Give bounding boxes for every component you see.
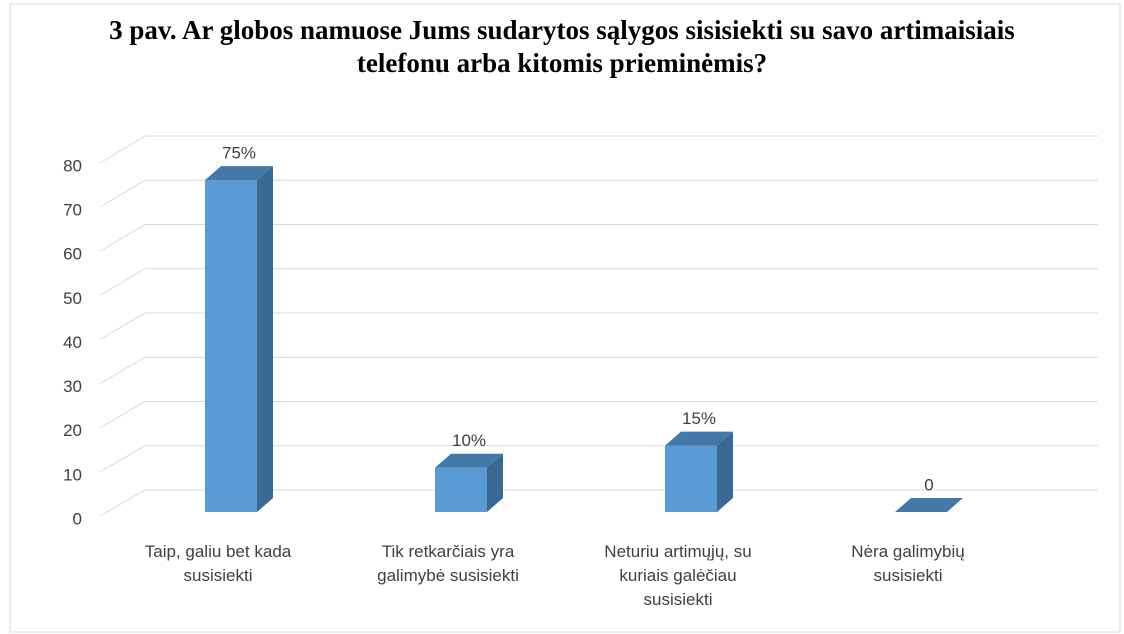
bar	[895, 498, 963, 512]
value-label: 0	[924, 475, 933, 494]
bar	[205, 166, 273, 512]
y-tick-label: 40	[63, 333, 82, 352]
bar	[665, 431, 733, 512]
y-tick-label: 10	[63, 465, 82, 484]
bar-top	[665, 431, 733, 446]
bar-front	[665, 445, 717, 512]
y-tick-label: 80	[63, 156, 82, 175]
y-tick-label: 70	[63, 201, 82, 220]
bar-front	[435, 467, 487, 512]
y-tick-label: 20	[63, 421, 82, 440]
grid-line	[99, 356, 1098, 385]
bar-top	[435, 453, 503, 468]
bar-side	[257, 166, 273, 512]
x-tick-label: Neturiu artimųjų, su kuriais galėčiau su…	[604, 542, 752, 609]
grid-line	[99, 135, 1098, 164]
grid-line	[99, 401, 1098, 429]
bar-top	[205, 166, 273, 181]
chart-border	[9, 3, 1121, 633]
grid-line	[99, 268, 1098, 296]
x-tick-label: Tik retkarčiais yra galimybė susisiekti	[377, 542, 519, 585]
value-label: 15%	[682, 409, 716, 428]
grid-line	[99, 489, 1098, 517]
bar-side	[487, 453, 503, 512]
grid-line	[99, 445, 1098, 473]
bar	[435, 453, 503, 512]
x-tick-label: Nėra galimybių susisiekti	[851, 542, 965, 585]
bar-front	[205, 180, 257, 512]
grid-line	[99, 312, 1098, 340]
y-tick-label: 30	[63, 377, 82, 396]
y-tick-label: 50	[63, 289, 82, 308]
bar-side	[717, 431, 733, 512]
grid-line	[99, 179, 1098, 208]
value-label: 75%	[222, 144, 256, 163]
chart-title: 3 pav. Ar globos namuose Jums sudarytos …	[109, 15, 1015, 78]
x-tick-label: Taip, galiu bet kada susisiekti	[144, 542, 292, 585]
value-label: 10%	[452, 431, 486, 450]
grid-line	[99, 224, 1098, 252]
bar-top	[895, 498, 963, 512]
y-tick-label: 0	[73, 509, 82, 528]
y-tick-label: 60	[63, 245, 82, 264]
